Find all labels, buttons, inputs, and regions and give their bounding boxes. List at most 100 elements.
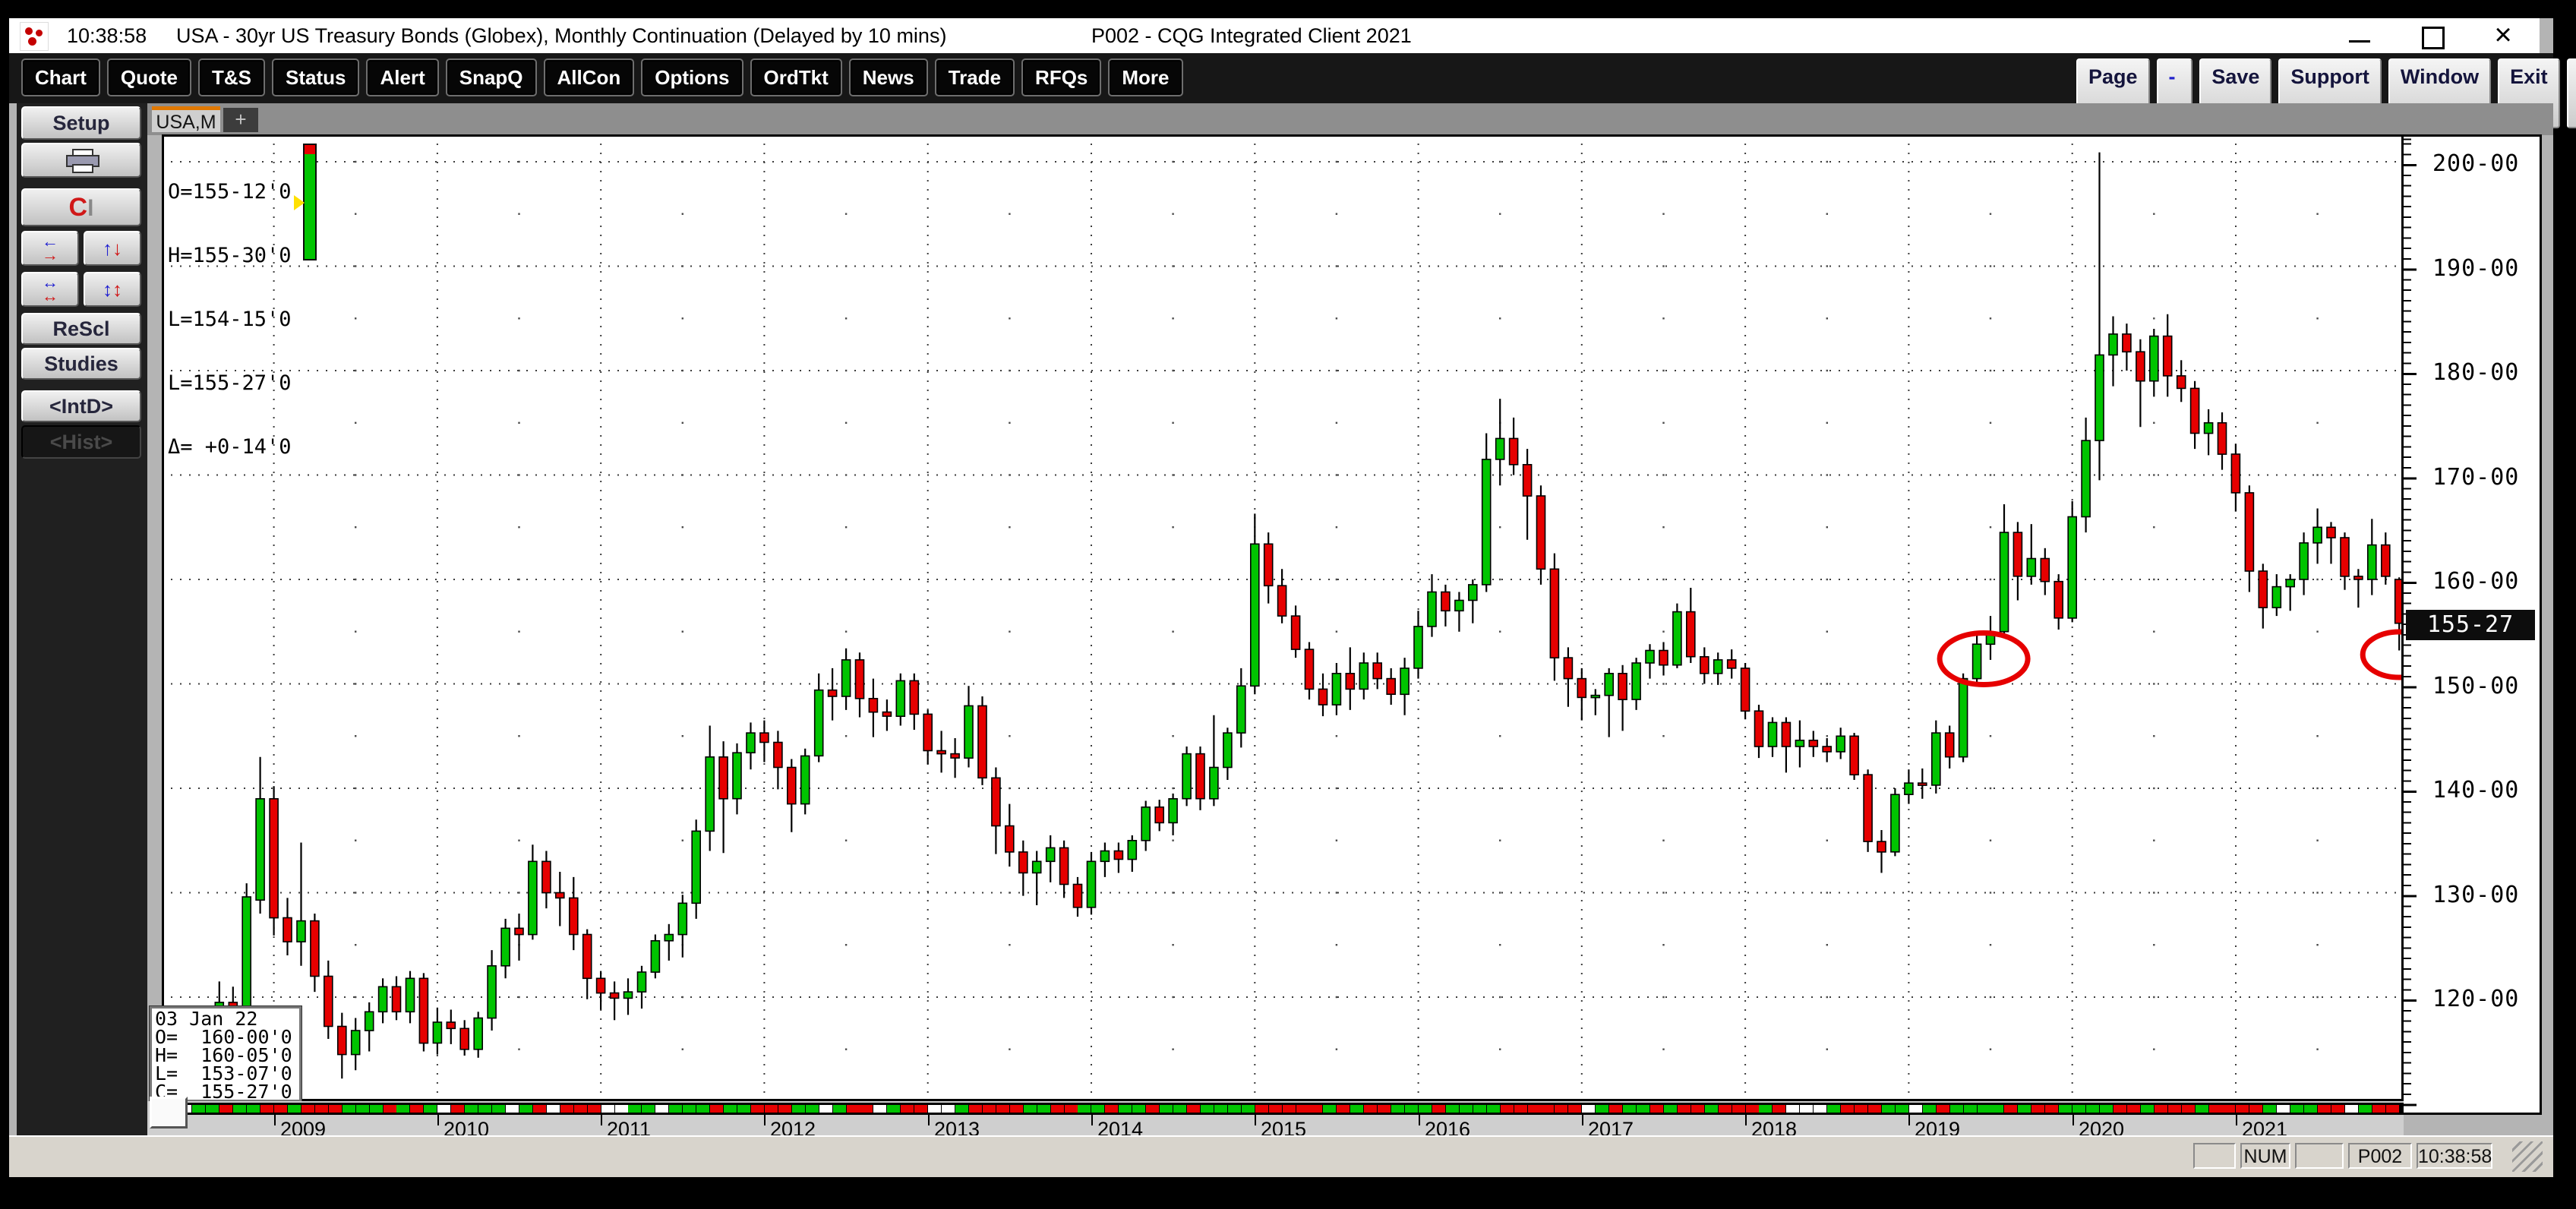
month-strip-cell — [1487, 1105, 1500, 1113]
horizontal-scrollbar-thumb[interactable] — [150, 1097, 188, 1129]
month-strip-cell — [1596, 1105, 1608, 1113]
month-strip-cell — [1868, 1105, 1881, 1113]
month-strip-cell — [847, 1105, 860, 1113]
month-strip-cell — [492, 1105, 505, 1113]
month-strip-cell — [2318, 1105, 2331, 1113]
month-strip-cell — [2222, 1105, 2235, 1113]
month-strip-cell — [1541, 1105, 1554, 1113]
month-strip-cell — [765, 1105, 778, 1113]
month-strip-cell — [2004, 1105, 2017, 1113]
toolbar-button-quote[interactable]: Quote — [106, 58, 192, 96]
month-strip-cell — [1664, 1105, 1677, 1113]
month-strip-cell — [2372, 1105, 2385, 1113]
month-strip-cell — [1923, 1105, 1936, 1113]
swap-vertical-button[interactable]: ↑ ↓ — [84, 231, 141, 266]
month-strip-cell — [343, 1105, 355, 1113]
month-strip-cell — [724, 1105, 737, 1113]
month-strip-cell — [901, 1105, 914, 1113]
month-strip-cell — [451, 1105, 464, 1113]
month-strip-cell — [1132, 1105, 1145, 1113]
toolbar-button-allcon[interactable]: AllCon — [543, 58, 635, 96]
toolbar-button-ts[interactable]: T&S — [198, 58, 266, 96]
status-panel-empty — [2193, 1143, 2236, 1169]
chart-plot-area[interactable]: O=155-12'0 H=155-30'0 L=154-15'0 L=155-2… — [162, 134, 2404, 1101]
tooltip-open: O= 160-00'0 — [155, 1026, 292, 1048]
month-strip-cell — [1501, 1105, 1514, 1113]
maximize-icon — [2422, 27, 2445, 49]
expand-vertical-button[interactable]: ↕ ↕ — [84, 272, 141, 307]
toolbar-button-chart[interactable]: Chart — [21, 58, 100, 96]
toolbar-button-status[interactable]: Status — [272, 58, 360, 96]
expand-horizontal-button[interactable]: ↔ ↔ — [21, 272, 79, 307]
resize-grip-icon[interactable] — [2512, 1141, 2543, 1172]
month-strip-cell — [1309, 1105, 1322, 1113]
month-strip-cell — [1146, 1105, 1159, 1113]
month-strip-cell — [2168, 1105, 2181, 1113]
toolbar-button-trade[interactable]: Trade — [934, 58, 1015, 96]
current-bar-indicator — [294, 144, 317, 260]
month-strip-cell — [1555, 1105, 1567, 1113]
month-strip-cell — [2263, 1105, 2276, 1113]
month-strip-cell — [1528, 1105, 1541, 1113]
month-strip-cell — [696, 1105, 709, 1113]
maximize-button[interactable] — [2415, 21, 2448, 51]
swap-horizontal-icon: ← → — [42, 232, 58, 264]
price-axis[interactable]: 200-00 190-00 180-00 170-00 160-00 150-00 140-… — [2404, 134, 2542, 1115]
status-panel-num: NUM — [2240, 1143, 2290, 1169]
month-direction-strip — [162, 1103, 2413, 1115]
price-label-130-00: 130-00 — [2432, 882, 2520, 908]
minimize-button[interactable] — [2343, 21, 2376, 51]
month-strip-cell — [233, 1105, 246, 1113]
swap-horizontal-button[interactable]: ← → — [21, 231, 79, 266]
intraday-button[interactable]: <IntD> — [21, 390, 141, 422]
month-strip-cell — [1446, 1105, 1459, 1113]
toolbar-button-rfqs[interactable]: RFQs — [1021, 58, 1102, 96]
print-button[interactable] — [21, 143, 141, 178]
month-strip-cell — [1978, 1105, 1990, 1113]
month-strip-cell — [2031, 1105, 2044, 1113]
studies-button[interactable]: Studies — [21, 348, 141, 380]
month-strip-cell — [1937, 1105, 1949, 1113]
toolbar-button-snapq[interactable]: SnapQ — [445, 58, 537, 96]
month-strip-cell — [1964, 1105, 1977, 1113]
add-tab-button[interactable]: + — [223, 108, 258, 132]
month-strip-cell — [2114, 1105, 2126, 1113]
month-strip-cell — [478, 1105, 491, 1113]
month-strip-cell — [928, 1105, 941, 1113]
month-strip-cell — [1105, 1105, 1118, 1113]
toolbar-button-options[interactable]: Options — [641, 58, 743, 96]
month-strip-cell — [1024, 1105, 1037, 1113]
candlestick-chart — [162, 134, 2404, 1101]
toolbar-left-buttons: Chart Quote T&S Status Alert SnapQ AllCon Optio… — [21, 58, 1183, 96]
month-strip-cell — [1378, 1105, 1391, 1113]
bar-tooltip: 03 Jan 22 O= 160-00'0 H= 160-05'0 L= 153… — [150, 1006, 301, 1102]
quote-open: O=155-12'0 — [168, 180, 292, 204]
month-strip-cell — [887, 1105, 900, 1113]
month-strip-cell — [1228, 1105, 1241, 1113]
month-strip-cell — [437, 1105, 450, 1113]
month-strip-cell — [1051, 1105, 1064, 1113]
window-title: USA - 30yr US Treasury Bonds (Globex), M… — [176, 24, 947, 47]
month-strip-cell — [1909, 1105, 1922, 1113]
setup-button[interactable]: Setup — [21, 106, 141, 140]
toolbar-button-ordtkt[interactable]: OrdTkt — [750, 58, 842, 96]
month-strip-cell — [2249, 1105, 2262, 1113]
month-strip-cell — [1323, 1105, 1336, 1113]
month-strip-cell — [1637, 1105, 1649, 1113]
close-button[interactable]: × — [2486, 20, 2520, 51]
month-strip-cell — [1201, 1105, 1214, 1113]
toolbar-button-alert[interactable]: Alert — [366, 58, 439, 96]
month-strip-cell — [737, 1105, 750, 1113]
price-label-150-00: 150-00 — [2432, 673, 2520, 699]
rescale-button[interactable]: ReScl — [21, 313, 141, 345]
month-strip-cell — [1296, 1105, 1309, 1113]
toolbar-button-more[interactable]: More — [1108, 58, 1183, 96]
month-strip-cell — [1010, 1105, 1023, 1113]
toolbar-button-news[interactable]: News — [848, 58, 928, 96]
tab-usa-monthly[interactable]: USA,M — [152, 106, 220, 133]
magnet-button[interactable]: Cl — [21, 188, 141, 226]
historical-button[interactable]: <Hist> — [21, 425, 141, 459]
month-strip-cell — [2059, 1105, 2072, 1113]
cascade-button[interactable] — [2566, 58, 2576, 128]
quote-last: L=155-27'0 — [168, 371, 292, 395]
